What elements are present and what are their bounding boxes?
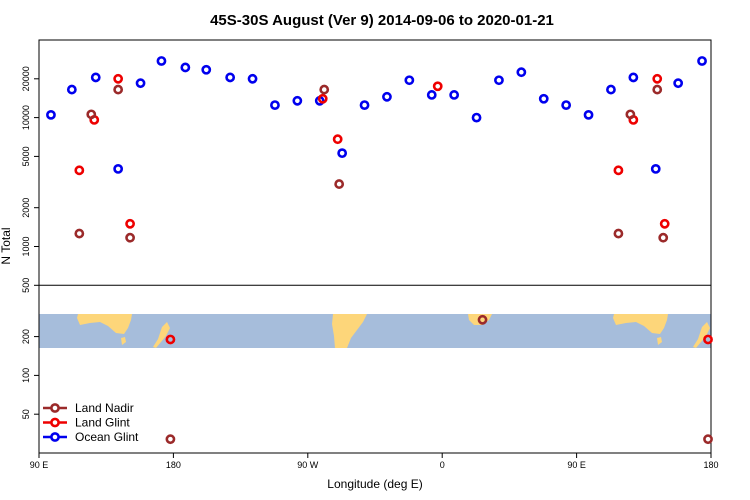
legend-marker-land-nadir: [50, 403, 60, 413]
ocean-glint-point: [697, 56, 707, 66]
land-glint-point: [613, 165, 624, 176]
land-nadir-point: [86, 109, 97, 120]
ocean-glint-point: [471, 112, 482, 123]
ocean-glint-point: [650, 163, 661, 174]
ocean-glint-point: [449, 90, 460, 100]
ocean-glint-point: [628, 72, 639, 83]
ocean-glint-point: [156, 56, 167, 66]
ocean-glint-point: [270, 100, 280, 111]
x-tick-label: 180: [166, 460, 181, 470]
y-tick-label: 10000: [21, 105, 31, 130]
land-tasmania-left: [121, 337, 126, 345]
land-australia-left: [77, 314, 132, 334]
legend-marker-ocean-glint: [50, 432, 60, 442]
land-new-zealand-left: [153, 322, 170, 348]
land-glint-point: [113, 73, 124, 84]
chart-title: 45S-30S August (Ver 9) 2014-09-06 to 202…: [210, 12, 554, 29]
ocean-glint-point: [404, 75, 415, 86]
ocean-glint-point: [90, 72, 101, 83]
ocean-glint-point: [46, 109, 56, 120]
land-glint-point: [652, 73, 663, 84]
legend-item-ocean-glint: Ocean Glint: [43, 430, 139, 444]
y-tick-label: 2000: [21, 198, 31, 218]
y-axis: 50 100 200 500 1000 2000 5000 10000 20000: [21, 66, 39, 419]
legend-item-land-nadir: Land Nadir: [43, 401, 134, 415]
ocean-glint-point: [561, 100, 572, 111]
x-tick-label: 180: [703, 460, 718, 470]
land-nadir-point: [477, 314, 488, 325]
land-nadir-point: [613, 228, 624, 239]
ocean-glint-point: [516, 67, 527, 78]
land-glint-point: [165, 334, 176, 345]
x-tick-label: 0: [440, 460, 445, 470]
land-nadir-point: [113, 84, 124, 95]
ocean-glint-point: [538, 93, 549, 104]
ocean-glint-point: [382, 91, 392, 102]
y-tick-label: 20000: [21, 66, 31, 91]
ocean-band: [39, 314, 711, 348]
land-nadir-point: [125, 232, 135, 243]
x-tick-label: 90 W: [297, 460, 319, 470]
land-nadir-point: [625, 109, 636, 120]
land-nadir-point: [652, 84, 663, 95]
legend-marker-land-glint: [50, 417, 60, 428]
y-tick-label: 500: [21, 278, 31, 293]
y-tick-label: 200: [21, 329, 31, 344]
ocean-glint-point: [113, 163, 124, 174]
land-nadir-point: [74, 228, 85, 239]
land-glint-point: [332, 134, 343, 145]
x-tick-label: 90 E: [567, 460, 586, 470]
y-axis-label: N Total: [0, 227, 13, 264]
legend-label-ocean-glint: Ocean Glint: [75, 430, 139, 444]
land-glint-point: [703, 334, 713, 345]
land-glint-point: [317, 93, 328, 104]
ocean-glint-point: [673, 78, 684, 89]
ocean-glint-point: [225, 72, 236, 83]
x-axis: 90 E 180 90 W 0 90 E 180: [30, 453, 719, 470]
land-new-zealand-right: [693, 322, 710, 348]
ocean-glint-point: [247, 73, 258, 84]
y-tick-label: 1000: [21, 236, 31, 256]
ocean-glint-point: [337, 148, 348, 159]
y-tick-label: 50: [21, 409, 31, 419]
land-nadir-point: [165, 434, 176, 445]
ocean-glint-point: [201, 64, 212, 75]
land-nadir-point: [658, 232, 669, 243]
ocean-glint-point: [180, 62, 191, 73]
land-nadir-point: [703, 434, 713, 445]
y-tick-label: 5000: [21, 146, 31, 166]
land-glint-point: [74, 165, 85, 176]
ocean-glint-point: [426, 90, 437, 100]
ocean-glint-point: [66, 84, 77, 95]
data-points: [46, 56, 713, 445]
land-australia-right: [613, 314, 668, 334]
ocean-glint-point: [583, 109, 594, 120]
x-axis-label: Longitude (deg E): [327, 477, 422, 491]
land-glint-point: [125, 218, 135, 229]
land-tasmania-right: [657, 337, 662, 345]
ocean-glint-point: [359, 100, 370, 111]
legend-label-land-nadir: Land Nadir: [75, 401, 134, 415]
legend-item-land-glint: Land Glint: [43, 416, 130, 430]
land-glint-point: [432, 81, 443, 92]
map-band: [39, 314, 711, 348]
ocean-glint-point: [135, 78, 146, 89]
ocean-glint-point: [494, 75, 504, 86]
legend-label-land-glint: Land Glint: [75, 416, 130, 430]
y-tick-label: 100: [21, 368, 31, 383]
land-glint-point: [659, 218, 670, 229]
land-nadir-point: [319, 84, 330, 95]
ocean-glint-point: [606, 84, 616, 95]
x-tick-label: 90 E: [30, 460, 49, 470]
land-nadir-point: [334, 179, 345, 189]
ocean-glint-point: [292, 95, 303, 106]
land-south-america: [332, 314, 367, 348]
